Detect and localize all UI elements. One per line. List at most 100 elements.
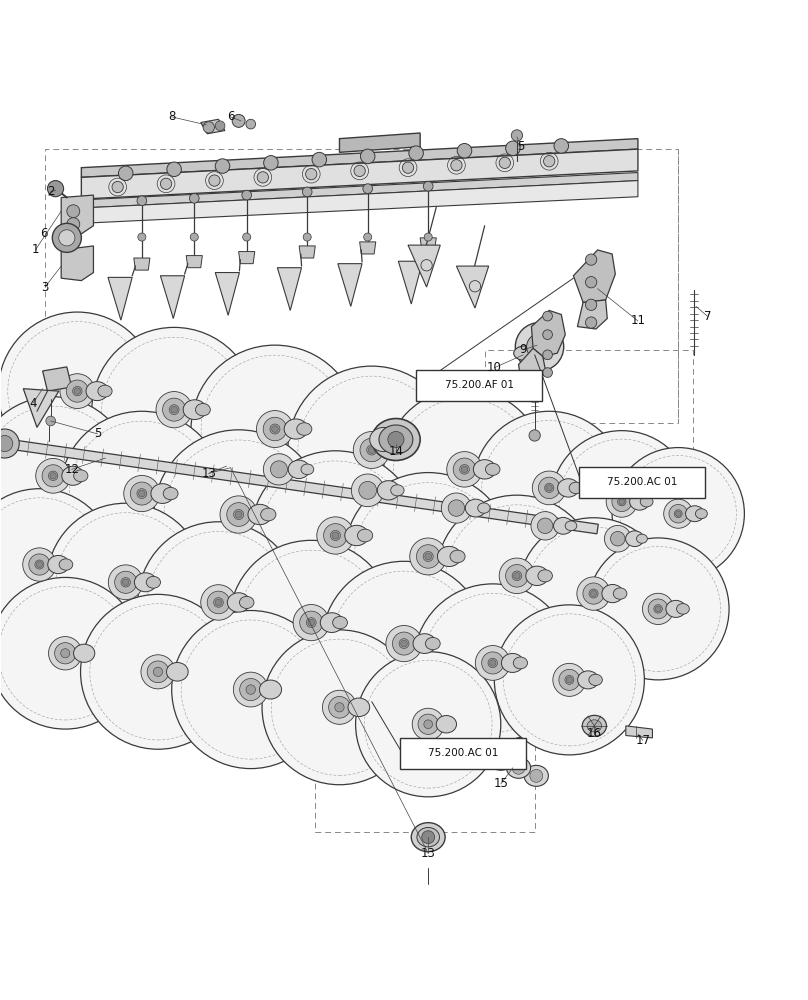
Circle shape — [303, 233, 311, 241]
Ellipse shape — [478, 503, 490, 513]
Circle shape — [558, 478, 678, 599]
Circle shape — [384, 389, 545, 550]
Circle shape — [67, 205, 80, 218]
Circle shape — [305, 168, 317, 180]
Ellipse shape — [297, 423, 312, 435]
Circle shape — [200, 585, 236, 620]
Circle shape — [586, 299, 597, 310]
Ellipse shape — [507, 757, 531, 778]
Ellipse shape — [425, 637, 440, 650]
Circle shape — [59, 230, 75, 246]
Circle shape — [171, 611, 330, 769]
Circle shape — [654, 605, 663, 613]
Ellipse shape — [196, 403, 210, 416]
Ellipse shape — [666, 600, 686, 617]
Circle shape — [124, 475, 160, 512]
Text: 12: 12 — [64, 463, 79, 476]
Circle shape — [203, 122, 214, 133]
Circle shape — [112, 181, 124, 193]
Text: 4: 4 — [29, 397, 36, 410]
Circle shape — [511, 130, 523, 141]
Polygon shape — [82, 173, 638, 208]
Circle shape — [108, 565, 143, 600]
Ellipse shape — [59, 559, 73, 570]
Circle shape — [271, 461, 288, 478]
Circle shape — [351, 474, 384, 507]
Circle shape — [583, 583, 604, 604]
Circle shape — [447, 452, 482, 487]
Polygon shape — [519, 348, 546, 383]
Text: 14: 14 — [389, 445, 403, 458]
Circle shape — [215, 599, 221, 606]
Ellipse shape — [134, 573, 157, 592]
Circle shape — [55, 643, 76, 664]
Circle shape — [170, 406, 178, 413]
Ellipse shape — [393, 444, 409, 456]
Ellipse shape — [514, 346, 537, 360]
Polygon shape — [108, 277, 133, 320]
Ellipse shape — [558, 479, 579, 497]
Circle shape — [669, 504, 688, 523]
Circle shape — [591, 591, 596, 597]
Circle shape — [619, 499, 625, 504]
Circle shape — [115, 571, 137, 593]
FancyBboxPatch shape — [579, 467, 705, 498]
Circle shape — [119, 166, 133, 181]
FancyBboxPatch shape — [400, 738, 526, 769]
Ellipse shape — [288, 460, 309, 479]
Circle shape — [360, 149, 375, 164]
Polygon shape — [238, 252, 255, 264]
Circle shape — [137, 489, 147, 498]
Circle shape — [227, 503, 250, 526]
Ellipse shape — [587, 720, 602, 732]
Circle shape — [364, 233, 372, 241]
Circle shape — [36, 561, 43, 568]
Ellipse shape — [379, 425, 413, 454]
Ellipse shape — [333, 616, 347, 629]
Circle shape — [482, 652, 504, 674]
Ellipse shape — [151, 484, 174, 503]
Ellipse shape — [513, 657, 528, 669]
Circle shape — [335, 703, 344, 712]
Circle shape — [586, 317, 597, 328]
Polygon shape — [82, 181, 638, 223]
Ellipse shape — [259, 680, 281, 699]
Circle shape — [138, 522, 299, 683]
Ellipse shape — [637, 534, 647, 543]
Ellipse shape — [183, 400, 206, 420]
Circle shape — [612, 448, 744, 580]
Circle shape — [0, 577, 141, 729]
Circle shape — [330, 530, 340, 541]
Circle shape — [66, 380, 88, 402]
Text: 8: 8 — [168, 110, 175, 123]
Polygon shape — [134, 258, 150, 270]
Circle shape — [353, 432, 390, 468]
Polygon shape — [339, 133, 420, 152]
Circle shape — [67, 218, 80, 231]
Circle shape — [234, 509, 244, 520]
Circle shape — [208, 398, 350, 540]
Polygon shape — [4, 439, 598, 534]
Circle shape — [565, 675, 574, 684]
Circle shape — [263, 454, 295, 485]
Circle shape — [401, 640, 407, 647]
Circle shape — [490, 660, 496, 666]
Circle shape — [213, 598, 223, 607]
Ellipse shape — [284, 419, 308, 439]
Polygon shape — [82, 149, 638, 199]
Polygon shape — [82, 139, 638, 177]
Circle shape — [293, 605, 330, 641]
Circle shape — [121, 578, 130, 587]
Circle shape — [663, 499, 692, 528]
Ellipse shape — [413, 634, 436, 653]
Circle shape — [61, 649, 69, 658]
Circle shape — [250, 451, 420, 620]
Circle shape — [488, 658, 498, 668]
Polygon shape — [626, 726, 652, 738]
Ellipse shape — [524, 765, 549, 786]
Circle shape — [543, 368, 553, 377]
Ellipse shape — [239, 596, 254, 608]
Circle shape — [189, 193, 199, 203]
Text: 9: 9 — [520, 343, 527, 356]
Circle shape — [566, 677, 572, 683]
